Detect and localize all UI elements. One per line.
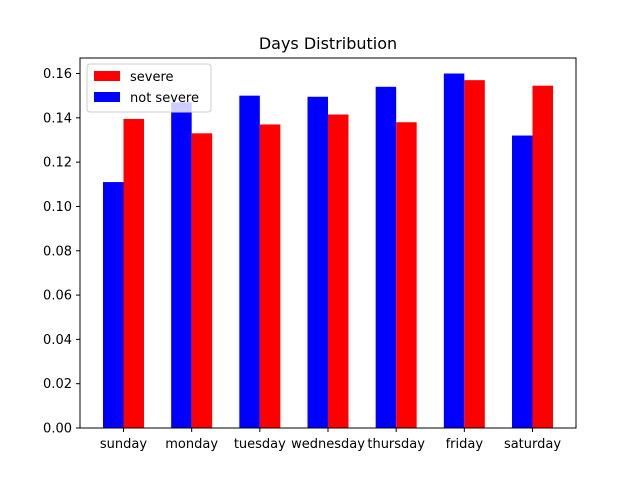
legend-swatch-not-severe <box>94 92 120 102</box>
y-axis: 0.00 0.02 0.04 0.06 0.08 0.10 0.12 0.14 0.16 <box>43 67 80 437</box>
y-tick-label: 0.10 <box>43 200 72 215</box>
x-tick-label-sunday: sunday <box>100 437 147 452</box>
y-tick-label: 0.16 <box>43 67 72 82</box>
bar-not-severe-saturday <box>512 135 533 429</box>
y-tick-label: 0.00 <box>43 422 72 437</box>
bar-severe-monday <box>191 133 213 428</box>
y-tick-label: 0.02 <box>43 377 72 392</box>
legend-label-severe: severe <box>130 70 174 85</box>
bar-severe-saturday <box>532 85 553 428</box>
x-tick-label-tuesday: tuesday <box>234 437 286 452</box>
bar-severe-sunday <box>123 118 144 429</box>
bar-severe-wednesday <box>328 114 349 428</box>
x-tick-label-monday: monday <box>165 437 218 452</box>
bar-severe-tuesday <box>259 124 281 428</box>
bar-severe-thursday <box>396 122 417 428</box>
x-tick-label-wednesday: wednesday <box>291 437 365 452</box>
y-tick-label: 0.04 <box>43 333 72 348</box>
bar-not-severe-wednesday <box>307 96 328 429</box>
bar-not-severe-friday <box>443 73 465 428</box>
legend: severe not severe <box>86 63 212 113</box>
legend-swatch-severe <box>94 71 120 81</box>
legend-label-not-severe: not severe <box>130 91 199 106</box>
y-tick-label: 0.12 <box>43 156 72 171</box>
x-tick-label-friday: friday <box>446 437 484 452</box>
y-tick-label: 0.06 <box>43 289 72 304</box>
y-tick-label: 0.08 <box>43 244 72 259</box>
x-tick-label-saturday: saturday <box>504 437 561 452</box>
x-axis: sunday monday tuesday wednesday thursday frid… <box>100 428 561 452</box>
bars-group <box>103 73 553 429</box>
bar-severe-friday <box>464 80 485 428</box>
bar-not-severe-thursday <box>375 86 397 429</box>
bar-not-severe-sunday <box>103 182 124 428</box>
plot-frame <box>79 57 577 429</box>
y-tick-label: 0.14 <box>43 111 72 126</box>
bar-not-severe-tuesday <box>239 95 260 428</box>
chart-title: Days Distribution <box>259 34 397 53</box>
bar-not-severe-monday <box>171 102 192 428</box>
x-tick-label-thursday: thursday <box>367 437 425 452</box>
